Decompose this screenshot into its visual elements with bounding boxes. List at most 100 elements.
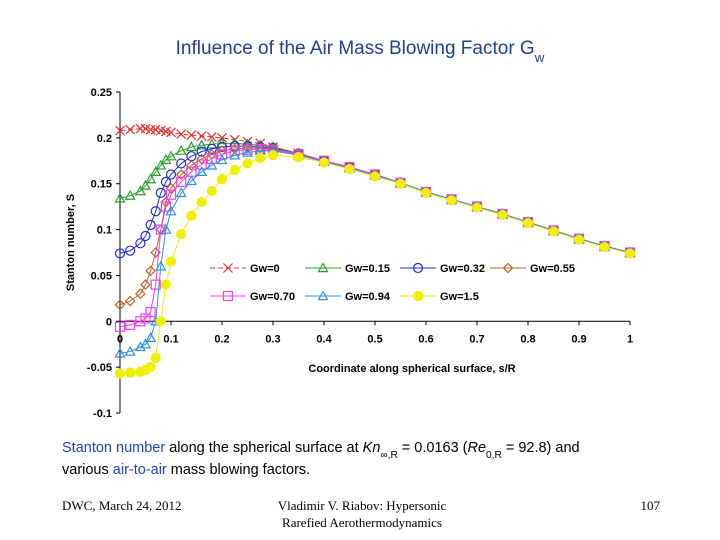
marker — [186, 210, 197, 221]
marker — [125, 245, 136, 256]
marker — [165, 150, 177, 161]
marker — [196, 139, 208, 150]
marker — [155, 159, 167, 170]
marker — [165, 189, 177, 200]
legend-marker — [222, 290, 234, 302]
marker — [242, 158, 253, 169]
x-axis-label: Coordinate along spherical surface, s/R — [308, 363, 515, 375]
marker — [145, 265, 156, 277]
marker — [160, 223, 172, 234]
y-axis-label: Stanton number, S — [65, 194, 77, 291]
marker — [186, 160, 197, 171]
x-tick-label: 0.3 — [265, 333, 280, 345]
x-tick-label: 0 — [117, 333, 123, 345]
marker — [185, 175, 197, 186]
x-tick-label: 0.6 — [418, 333, 433, 345]
marker — [186, 130, 197, 141]
text-run: along the spherical surface at — [165, 440, 362, 456]
legend-marker — [223, 263, 233, 273]
y-tick-label: 0.1 — [97, 225, 112, 237]
marker — [206, 159, 218, 170]
x-tick-label: 0.7 — [469, 333, 484, 345]
marker — [395, 178, 406, 189]
marker — [293, 152, 304, 163]
x-tick-label: 0.9 — [571, 333, 586, 345]
legend-marker — [317, 262, 329, 273]
y-tick-label: 0.2 — [97, 133, 112, 145]
marker — [165, 256, 177, 267]
marker — [255, 152, 266, 164]
marker — [196, 146, 207, 157]
marker — [318, 157, 330, 168]
marker — [145, 307, 156, 318]
page-number: 107 — [641, 498, 661, 513]
marker — [145, 124, 156, 135]
marker — [176, 129, 187, 140]
marker — [114, 347, 126, 358]
x-tick-label: 0.1 — [163, 333, 178, 345]
y-tick-label: 0.25 — [91, 87, 112, 99]
marker — [155, 187, 166, 198]
marker — [176, 176, 187, 187]
marker — [134, 341, 146, 352]
marker — [206, 132, 217, 142]
footer-author: Vladimir V. Riabov: Hypersonic — [278, 498, 447, 513]
marker — [254, 142, 266, 154]
text-run: = 92.8) and — [502, 440, 580, 456]
marker — [150, 206, 161, 217]
footer-date: DWC, March 24, 2012 — [62, 498, 182, 513]
legend-label: Gw=0.32 — [440, 263, 485, 275]
marker — [114, 192, 126, 203]
marker — [229, 149, 241, 160]
y-tick-label: 0 — [106, 316, 112, 328]
marker — [471, 202, 483, 213]
marker — [344, 163, 355, 175]
legend-marker — [502, 262, 514, 274]
marker — [135, 123, 146, 134]
legend-label: Gw=0.15 — [345, 263, 390, 275]
marker — [114, 321, 126, 332]
marker — [165, 169, 177, 180]
y-tick-label: 0.05 — [91, 270, 112, 282]
marker — [140, 230, 151, 242]
text-run: Re — [468, 440, 487, 456]
marker — [114, 299, 126, 311]
marker — [216, 174, 228, 185]
marker — [420, 187, 432, 198]
marker — [115, 125, 125, 136]
slide-title: Influence of the Air Mass Blowing Factor… — [176, 38, 545, 65]
marker — [160, 176, 171, 187]
marker — [155, 316, 166, 327]
marker — [145, 332, 157, 342]
marker — [196, 166, 208, 176]
caption-line: various air-to-air mass blowing factors. — [62, 462, 310, 478]
marker — [206, 143, 217, 154]
marker — [216, 141, 228, 153]
marker — [135, 316, 146, 327]
marker — [135, 288, 146, 300]
marker — [369, 171, 381, 182]
x-tick-label: 0.8 — [520, 333, 535, 345]
y-tick-label: 0.15 — [91, 179, 112, 191]
marker — [573, 234, 585, 245]
x-tick-label: 0.5 — [367, 333, 382, 345]
legend-label: Gw=1.5 — [440, 291, 479, 303]
marker — [216, 154, 228, 165]
marker — [150, 352, 161, 364]
marker — [125, 367, 136, 378]
marker — [114, 248, 126, 259]
legend-marker — [412, 290, 424, 302]
marker — [114, 368, 126, 379]
x-tick-label: 0.2 — [214, 333, 229, 345]
marker — [134, 185, 146, 196]
text-run: various — [62, 462, 113, 478]
text-run: Influence of the Air Mass Blowing Factor… — [176, 38, 535, 59]
text-run: ∞,R — [380, 450, 397, 461]
marker — [140, 279, 151, 290]
marker — [155, 224, 166, 235]
marker — [216, 149, 228, 160]
marker — [140, 313, 151, 324]
marker — [241, 146, 254, 157]
text-run: w — [534, 50, 545, 65]
text-run: mass blowing factors. — [167, 462, 310, 478]
